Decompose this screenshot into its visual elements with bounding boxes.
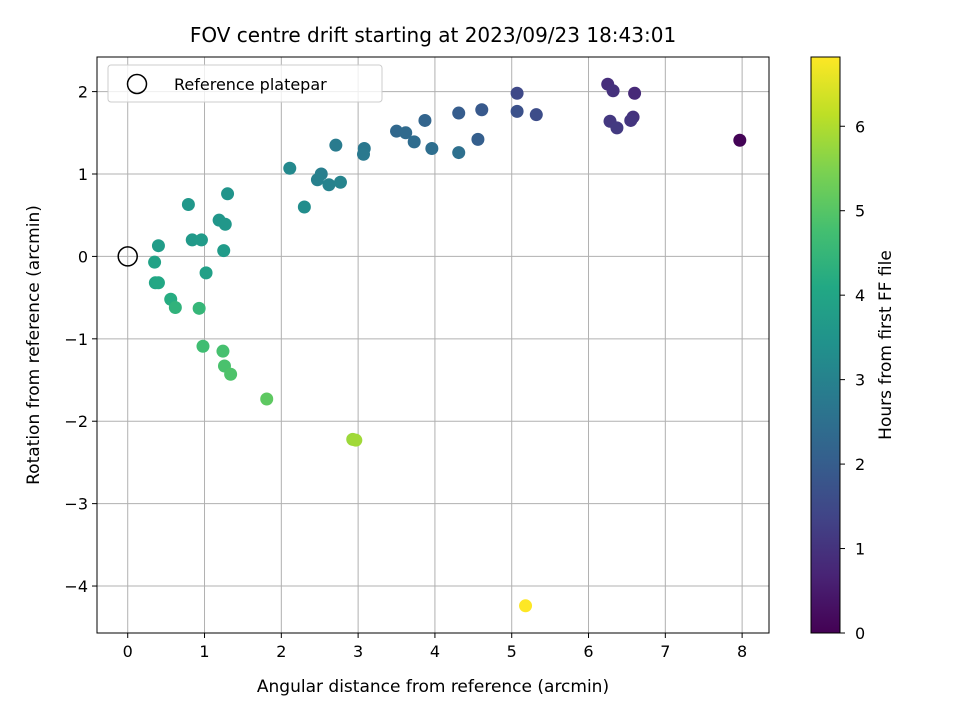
data-point: [329, 139, 342, 152]
data-point: [221, 187, 234, 200]
x-tick-label: 6: [583, 642, 593, 661]
x-tick-label: 4: [430, 642, 440, 661]
data-point: [452, 146, 465, 159]
data-point: [607, 84, 620, 97]
y-tick-label: −3: [64, 495, 88, 514]
data-point: [624, 114, 637, 127]
chart-title: FOV centre drift starting at 2023/09/23 …: [190, 23, 676, 47]
data-point: [511, 87, 524, 100]
colorbar-ticks: 0 1 2 3 4 5 6: [840, 117, 865, 643]
data-point: [733, 134, 746, 147]
x-tick-label: 0: [123, 642, 133, 661]
data-point: [334, 176, 347, 189]
x-tick-label: 5: [507, 642, 517, 661]
x-tick-label: 8: [737, 642, 747, 661]
data-point: [219, 218, 232, 231]
data-point: [195, 233, 208, 246]
y-tick-label: 1: [78, 165, 88, 184]
data-point: [196, 340, 209, 353]
data-point: [169, 301, 182, 314]
data-point: [628, 87, 641, 100]
data-point: [217, 244, 230, 257]
scatter-points: [118, 78, 746, 613]
data-point: [452, 107, 465, 120]
data-point: [610, 121, 623, 134]
data-point: [152, 239, 165, 252]
y-tick-label: 2: [78, 83, 88, 102]
x-tick-label: 1: [199, 642, 209, 661]
data-point: [425, 142, 438, 155]
data-point: [152, 276, 165, 289]
chart-figure: FOV centre drift starting at 2023/09/23 …: [0, 0, 960, 720]
data-point: [298, 200, 311, 213]
data-point: [216, 345, 229, 358]
colorbar-tick-label: 5: [855, 202, 865, 221]
data-point: [511, 105, 524, 118]
y-tick-label: 0: [78, 247, 88, 266]
y-axis-label: Rotation from reference (arcmin): [24, 205, 44, 485]
data-point: [200, 266, 213, 279]
data-point: [193, 302, 206, 315]
colorbar-tick-label: 3: [855, 371, 865, 390]
x-tick-label: 7: [660, 642, 670, 661]
y-tick-label: −4: [64, 577, 88, 596]
data-point: [408, 135, 421, 148]
y-tick-label: −2: [64, 412, 88, 431]
data-point: [475, 103, 488, 116]
data-point: [224, 368, 237, 381]
axis-ticks: 0 1 2 3 4 5 6 7 8 2 1 0 −1 −2 −3 −4: [64, 83, 747, 661]
data-point: [148, 256, 161, 269]
legend-reference-label: Reference platepar: [174, 75, 327, 94]
legend: Reference platepar: [108, 65, 382, 102]
colorbar: 0 1 2 3 4 5 6 Hours from first FF file: [811, 57, 896, 643]
data-point: [471, 133, 484, 146]
x-tick-label: 3: [353, 642, 363, 661]
y-tick-label: −1: [64, 330, 88, 349]
data-point: [182, 198, 195, 211]
data-point: [349, 434, 362, 447]
data-point: [530, 108, 543, 121]
colorbar-tick-label: 6: [855, 117, 865, 136]
data-point: [519, 599, 532, 612]
x-axis-label: Angular distance from reference (arcmin): [257, 677, 609, 697]
data-point: [322, 178, 335, 191]
x-tick-label: 2: [276, 642, 286, 661]
colorbar-tick-label: 2: [855, 455, 865, 474]
data-point: [311, 173, 324, 186]
data-point: [283, 162, 296, 175]
data-point: [260, 392, 273, 405]
colorbar-tick-label: 4: [855, 286, 865, 305]
colorbar-tick-label: 0: [855, 624, 865, 643]
data-point: [357, 148, 370, 161]
colorbar-gradient: [811, 57, 840, 633]
colorbar-label: Hours from first FF file: [876, 250, 896, 440]
data-point: [418, 114, 431, 127]
colorbar-tick-label: 1: [855, 540, 865, 559]
